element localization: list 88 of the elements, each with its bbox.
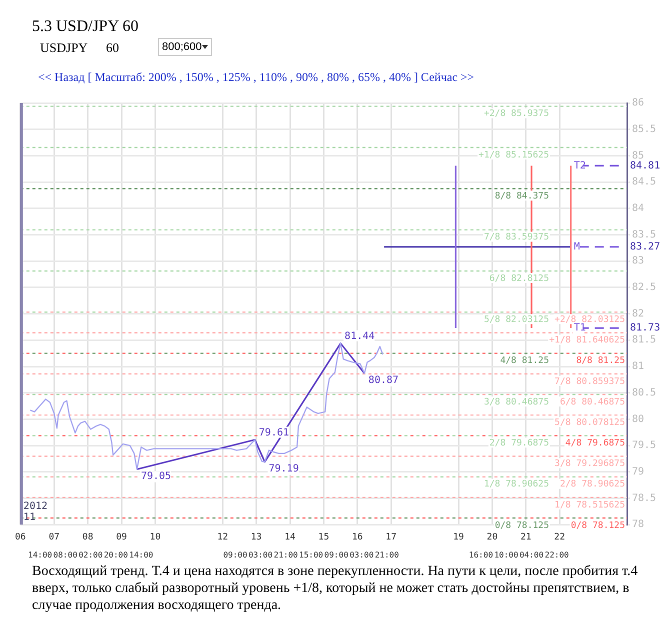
annotation: 84.81 — [630, 160, 660, 172]
x-tick-label: 21:00 — [274, 550, 298, 560]
ref-line-label: 2/8 78.90625 — [560, 480, 625, 490]
dropdown-field: 800;600 — [158, 38, 212, 56]
y-tick-label: 86 — [632, 98, 644, 109]
ref-line-label: 3/8 79.296875 — [554, 459, 625, 470]
x-tick-label: 03:00 — [248, 550, 273, 560]
ref-line-label: 8/8 84.375 — [494, 191, 549, 202]
ref-line-label: 5/8 80.078125 — [554, 418, 625, 428]
annotation: 81.73 — [630, 322, 660, 334]
ref-line-label: 0/8 78.125 — [570, 520, 625, 531]
data-label: 80.87 — [368, 374, 399, 386]
y-tick-label: 78.5 — [632, 492, 656, 504]
x2-tick-label: 12 — [217, 532, 228, 542]
x2-tick-label: 09 — [116, 532, 127, 542]
x-tick-label: 08:00 — [53, 550, 78, 560]
y-tick-label: 84.5 — [632, 176, 656, 188]
ref-line-label: +1/8 85.15625 — [478, 150, 549, 160]
x-tick-label: 20:00 — [104, 550, 128, 560]
x-tick-label: 15:00 — [299, 550, 324, 560]
chart-title: 5.3 USD/JPY 60 — [32, 18, 139, 36]
x-tick-label: 22:00 — [544, 550, 570, 560]
x-tick-label: 09:00 — [223, 550, 248, 560]
ref-line-label: 3/8 80.46875 — [484, 397, 549, 408]
ref-line-label: 6/8 80.46875 — [560, 397, 625, 408]
x2-tick-label: 06 — [14, 532, 26, 542]
y-tick-label: 85 — [632, 150, 644, 162]
x2-tick-label: 17 — [386, 532, 397, 542]
ref-line-label: 1/8 78.90625 — [484, 480, 549, 490]
y-tick-label: 83 — [632, 256, 644, 267]
ref-line-label: 7/8 83.59375 — [484, 232, 549, 243]
x2-tick-label: 13 — [250, 532, 262, 542]
text: 60 — [106, 40, 119, 56]
y-tick-label: 80.5 — [632, 387, 656, 398]
annotation: 83.27 — [630, 241, 660, 252]
annotation: 2012 — [23, 501, 48, 512]
x2-tick-label: 15 — [318, 532, 330, 542]
y-tick-label: 79 — [632, 466, 644, 478]
y-tick-label: 82.5 — [632, 282, 656, 294]
ref-line-label: 5/8 82.03125 — [484, 314, 549, 325]
data-label: 79.19 — [268, 463, 299, 474]
y-tick-label: 85.5 — [632, 124, 656, 135]
annotation: 11 — [23, 512, 36, 524]
text: USDJPY — [40, 40, 88, 56]
y-tick-label: 79.5 — [632, 440, 656, 452]
y-tick-label: 81.5 — [632, 334, 656, 346]
x2-tick-label: 08 — [82, 532, 94, 542]
text: Восходящий тренд. Т.4 и цена находятся в зоне перекупленности. На пути к цели, после пробития т.4 вверх, только слабый разворотный уровень +1/8, который не может стать достойны препятствием, в случае продолжения восходящего тренда. — [32, 563, 639, 614]
x-tick-label: 02:00 — [78, 550, 103, 560]
ref-line-label: +2/8 85.9375 — [484, 109, 549, 120]
x2-tick-label: 16 — [352, 532, 363, 542]
y-tick-label: 80 — [632, 414, 644, 425]
ref-line-label: 7/8 80.859375 — [554, 376, 625, 387]
ref-line-label: 1/8 78.515625 — [554, 500, 625, 510]
y-tick-label: 81 — [632, 361, 644, 372]
ref-line-label: 8/8 81.25 — [576, 356, 625, 366]
x-tick-label: 14:00 — [28, 550, 52, 560]
x2-tick-label: 10 — [150, 532, 161, 542]
y-tick-label: 84 — [632, 202, 644, 214]
x2-tick-label: 07 — [48, 532, 60, 542]
ref-line-label: T2 — [574, 160, 586, 172]
y-tick-label: 82 — [632, 308, 644, 320]
x2-tick-label: 19 — [453, 532, 464, 542]
ref-line-label: 6/8 82.8125 — [489, 274, 549, 284]
x-tick-label: 21:00 — [374, 550, 400, 560]
x-tick-label: 14:00 — [129, 550, 154, 560]
x-tick-label: 16:00 — [468, 550, 494, 560]
data-label: 79.05 — [140, 470, 172, 482]
y-tick-label: 83.5 — [632, 229, 656, 240]
x-tick-label: 03:00 — [350, 550, 374, 560]
x-tick-label: 10:00 — [494, 550, 518, 560]
x2-tick-label: 21 — [520, 532, 532, 542]
x2-tick-label: 22 — [554, 532, 566, 542]
x-tick-label: 04:00 — [519, 550, 544, 560]
ref-line-label: 0/8 78.125 — [494, 520, 549, 531]
data-label: 79.61 — [258, 427, 290, 438]
data-label: 81.44 — [344, 330, 375, 342]
ref-line-label: 2/8 79.6875 — [489, 438, 549, 449]
ref-line-label: T1 — [574, 322, 586, 334]
ref-line-label: +1/8 81.640625 — [549, 336, 625, 346]
ref-line-label: 4/8 81.25 — [500, 356, 549, 366]
y-tick-label: 78 — [632, 519, 644, 530]
x2-tick-label: 20 — [486, 532, 498, 542]
text: << Назад [ Масштаб: 200% , 150% , 125% , 110% , 90% , 80% , 65% , 40% ] Сейчас >> — [38, 70, 474, 85]
x2-tick-label: 14 — [284, 532, 296, 542]
ref-line-label: M — [574, 241, 580, 252]
x-tick-label: 09:00 — [324, 550, 349, 560]
ref-line-label: 4/8 79.6875 — [565, 438, 625, 449]
